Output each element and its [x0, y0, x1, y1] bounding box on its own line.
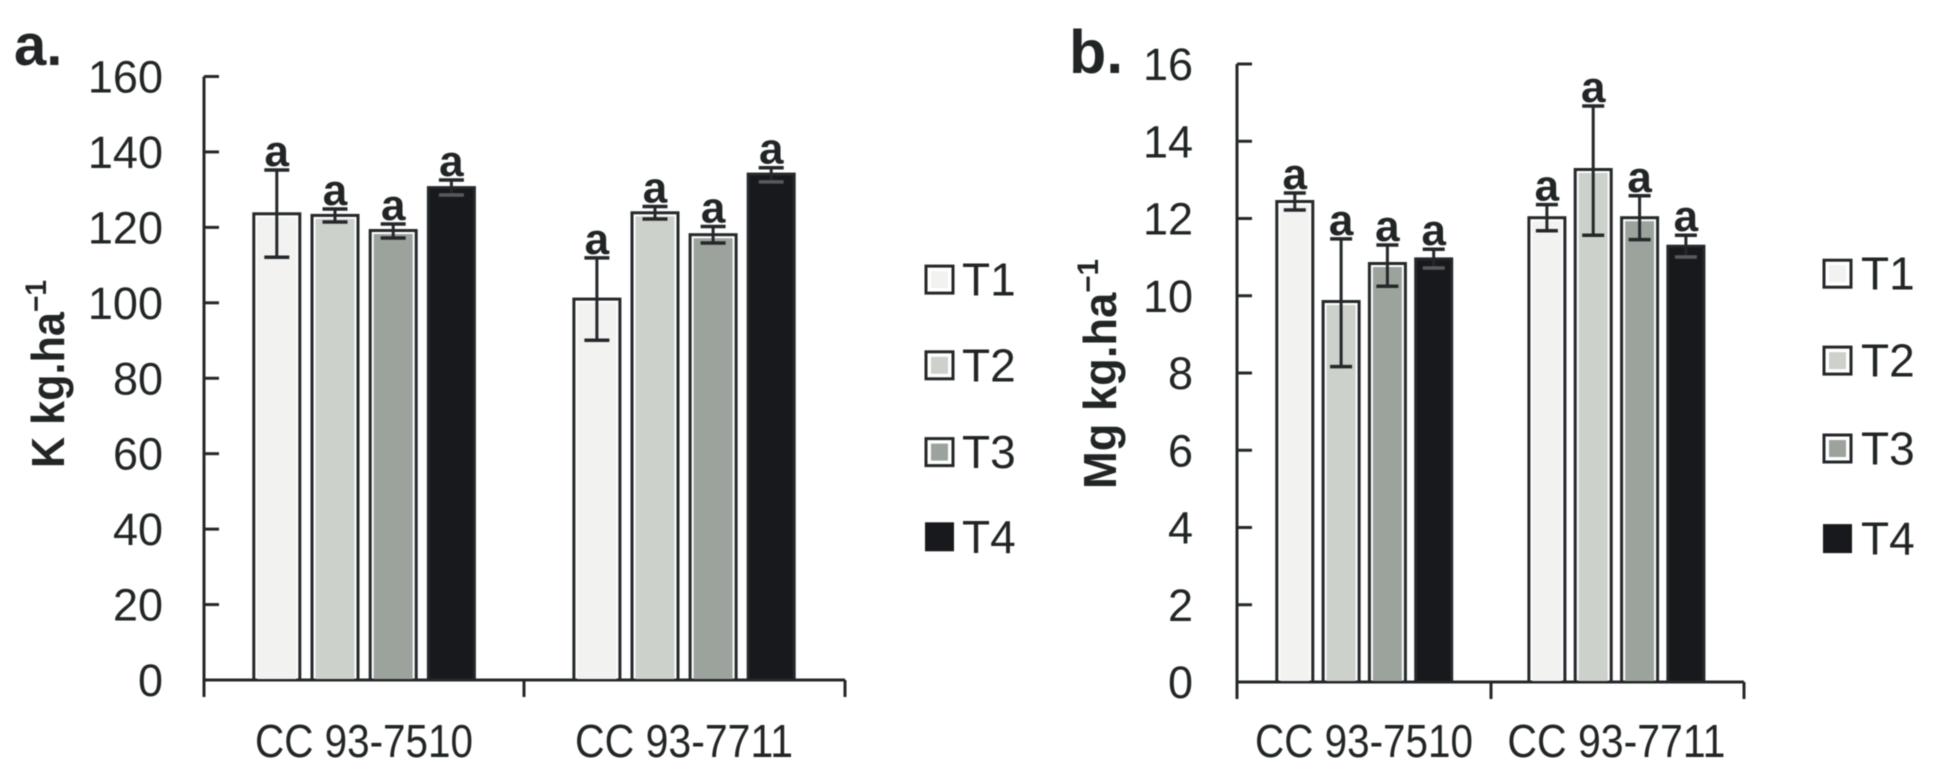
svg-text:a: a	[439, 137, 464, 186]
svg-text:14: 14	[1143, 116, 1193, 167]
svg-text:a: a	[1283, 150, 1308, 199]
svg-text:a: a	[323, 166, 348, 215]
svg-text:160: 160	[88, 52, 163, 103]
svg-text:T2: T2	[962, 339, 1016, 391]
svg-text:a: a	[1627, 153, 1652, 202]
svg-text:K kg.ha−1: K kg.ha−1	[20, 280, 74, 468]
svg-text:a: a	[265, 127, 290, 176]
svg-text:140: 140	[88, 127, 163, 178]
svg-text:8: 8	[1168, 348, 1193, 399]
svg-text:T1: T1	[1861, 248, 1915, 300]
svg-text:T1: T1	[962, 254, 1016, 306]
svg-text:CC 93-7510: CC 93-7510	[255, 715, 473, 767]
svg-text:a: a	[759, 125, 784, 174]
svg-text:b.: b.	[1069, 18, 1123, 86]
svg-text:a: a	[381, 181, 406, 230]
svg-text:80: 80	[113, 353, 163, 404]
svg-text:CC 93-7711: CC 93-7711	[575, 715, 793, 767]
svg-text:CC 93-7711: CC 93-7711	[1507, 715, 1725, 767]
svg-text:T4: T4	[1861, 513, 1915, 565]
svg-text:a: a	[1421, 206, 1446, 255]
svg-text:CC 93-7510: CC 93-7510	[1255, 715, 1473, 767]
svg-text:2: 2	[1168, 580, 1193, 631]
svg-text:a: a	[1329, 196, 1354, 245]
svg-text:T3: T3	[1861, 423, 1915, 475]
svg-text:a: a	[1375, 202, 1400, 251]
svg-text:a.: a.	[14, 13, 62, 78]
svg-text:T3: T3	[962, 426, 1016, 478]
svg-text:16: 16	[1143, 39, 1193, 90]
svg-text:a: a	[1581, 63, 1606, 112]
svg-text:100: 100	[88, 278, 163, 329]
svg-text:a: a	[1535, 162, 1560, 211]
svg-text:a: a	[1674, 192, 1699, 241]
svg-text:10: 10	[1143, 271, 1193, 322]
svg-text:T2: T2	[1861, 335, 1915, 387]
svg-text:40: 40	[113, 504, 163, 555]
svg-text:60: 60	[113, 429, 163, 480]
svg-text:a: a	[701, 184, 726, 233]
svg-text:0: 0	[1168, 657, 1193, 708]
svg-text:a: a	[585, 215, 610, 264]
svg-text:T4: T4	[962, 511, 1016, 563]
svg-text:20: 20	[113, 580, 163, 631]
svg-text:a: a	[643, 164, 668, 213]
svg-text:120: 120	[88, 202, 163, 253]
svg-text:12: 12	[1143, 194, 1193, 245]
svg-text:6: 6	[1168, 425, 1193, 476]
svg-text:Mg kg.ha−1: Mg kg.ha−1	[1072, 259, 1126, 489]
svg-text:0: 0	[138, 655, 163, 706]
svg-text:4: 4	[1168, 503, 1193, 554]
